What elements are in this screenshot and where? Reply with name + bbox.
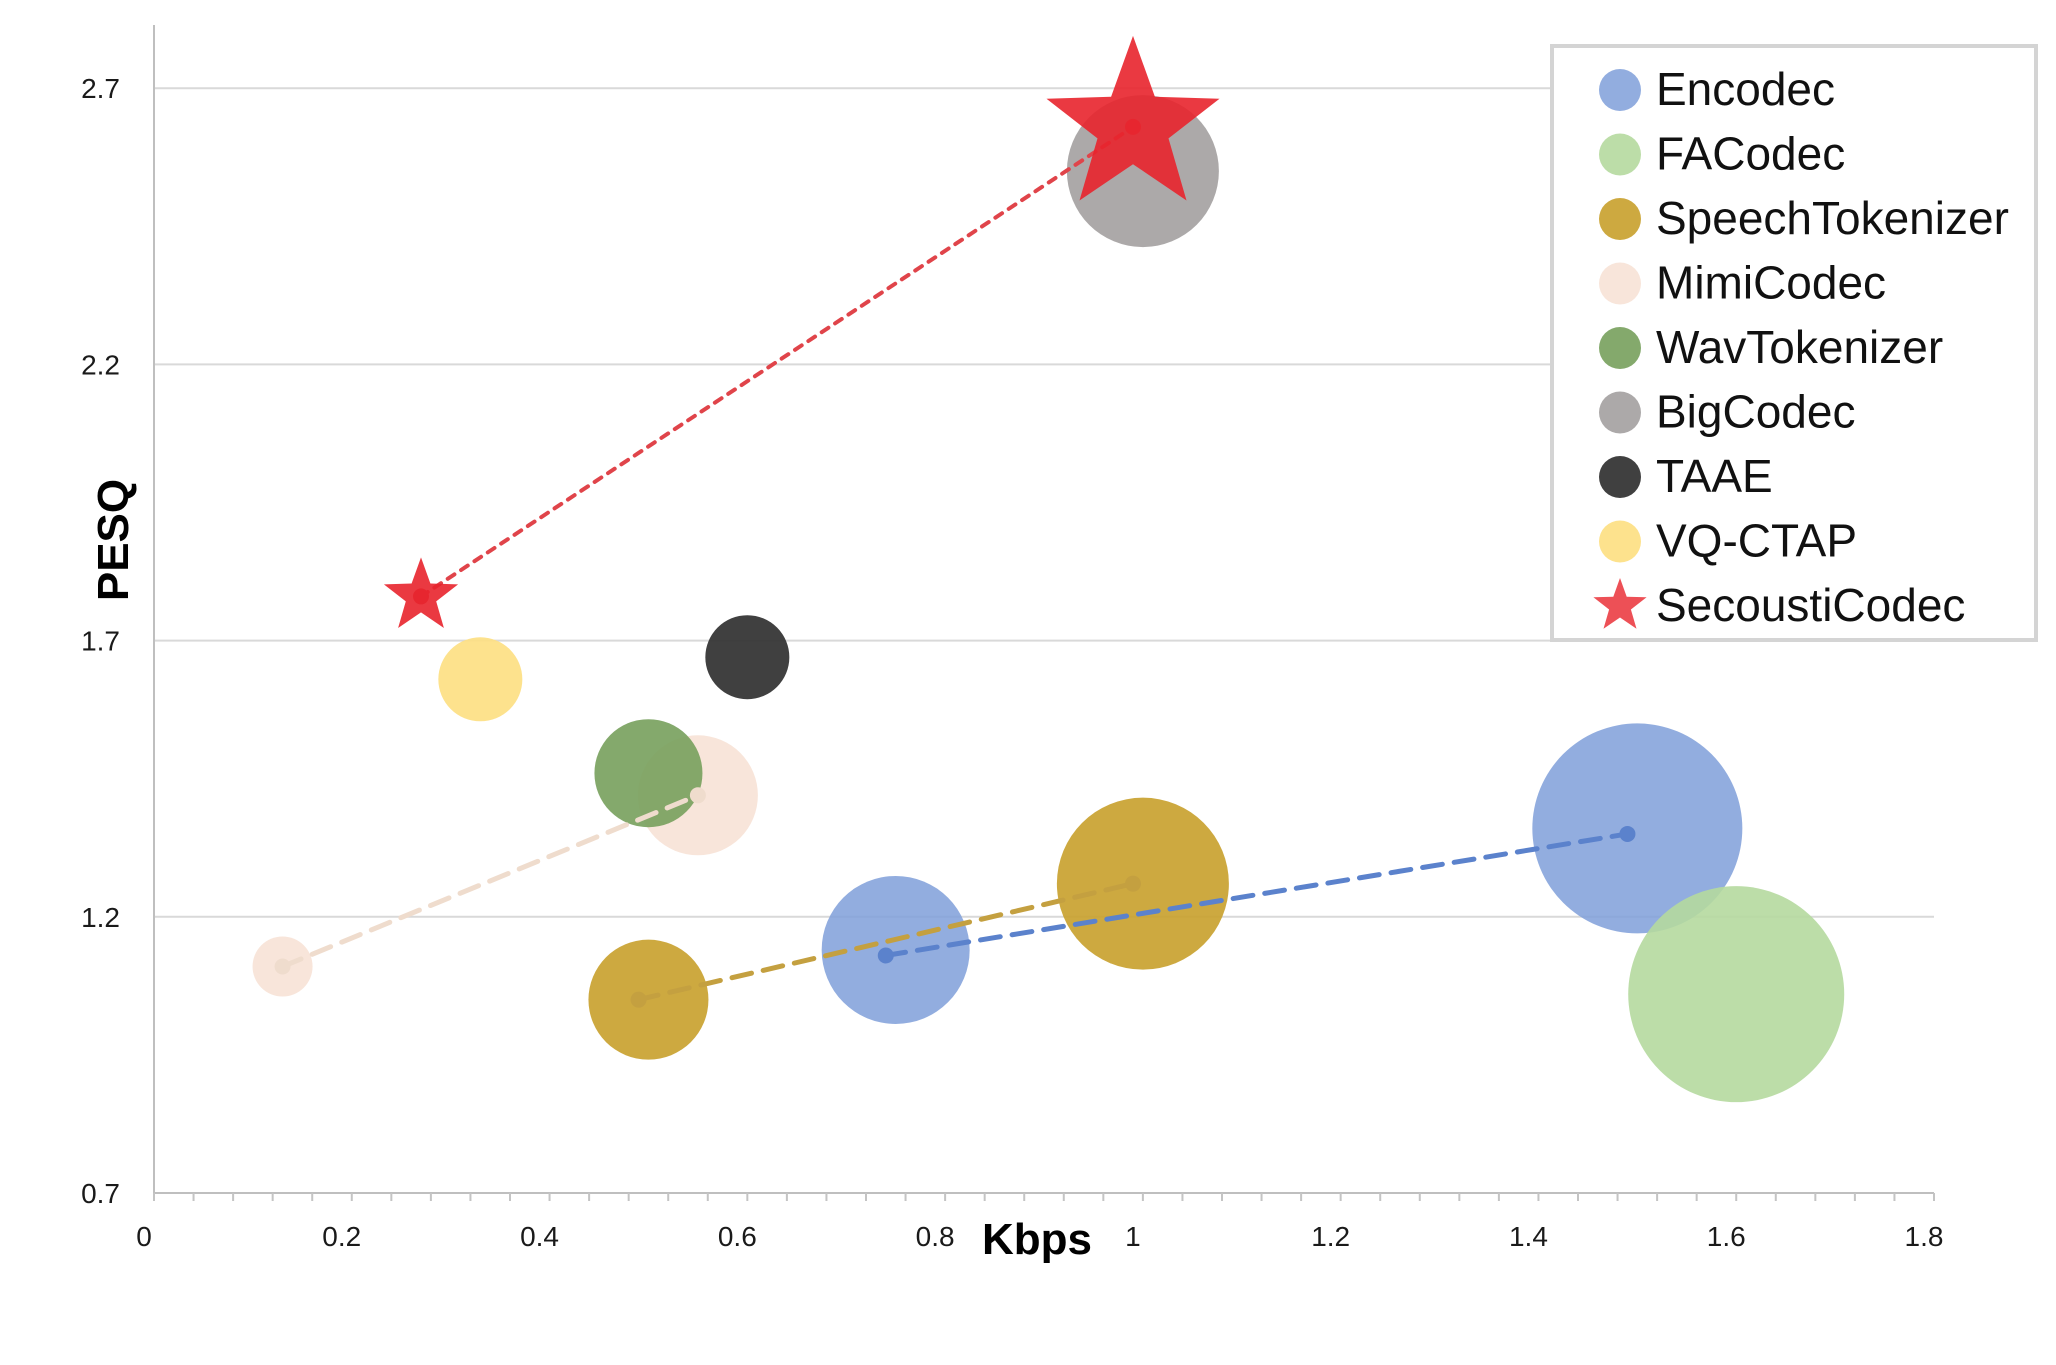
legend-label-encodec: Encodec — [1656, 63, 1835, 115]
axes — [153, 25, 1935, 1201]
x-tick-label-8: 1.6 — [1707, 1221, 1746, 1252]
legend-label-facodec: FACodec — [1656, 128, 1845, 180]
legend-label-mimicodec: MimiCodec — [1656, 257, 1886, 309]
trend-point-speechtokenizer-0 — [630, 991, 647, 1008]
trend-point-encodec-1 — [1619, 825, 1636, 842]
legend: Encodec FACodec SpeechTokenizer MimiCodec Wa… — [1550, 44, 2038, 642]
x-tick-label-9: 1.8 — [1905, 1221, 1944, 1252]
star-secousticodec-1 — [1046, 35, 1220, 201]
x-tick-label-3: 0.6 — [718, 1221, 757, 1252]
trend-point-speechtokenizer-1 — [1125, 875, 1141, 892]
trend-lines — [274, 118, 1636, 1008]
x-tick-label-4: 0.8 — [916, 1221, 955, 1252]
x-tick-label-7: 1.4 — [1509, 1221, 1548, 1252]
trend-line-secousticodec — [419, 124, 1135, 599]
legend-label-speechtokenizer: SpeechTokenizer — [1656, 192, 2009, 244]
bubble-facodec-0 — [1628, 886, 1845, 1103]
legend-label-secousticodec: SecoustiCodec — [1656, 579, 1965, 631]
legend-items: Encodec FACodec SpeechTokenizer MimiCodec Wa… — [1593, 63, 2009, 631]
x-tick-label-1: 0.2 — [322, 1221, 361, 1252]
bubble-speechtokenizer-1 — [1056, 797, 1229, 970]
y-tick-label-1: 1.2 — [81, 902, 120, 933]
bubble-vq-ctap-0 — [438, 637, 523, 722]
legend-marker-vq-ctap — [1599, 520, 1641, 563]
x-tick-label-6: 1.2 — [1311, 1221, 1350, 1252]
trend-point-mimicodec-0 — [274, 958, 291, 975]
x-tick-label-2: 0.4 — [520, 1221, 559, 1252]
trend-line-encodec — [883, 831, 1630, 958]
legend-marker-wavtokenizer — [1599, 327, 1641, 369]
y-tick-label-4: 2.7 — [81, 73, 120, 104]
trend-point-mimicodec-1 — [689, 787, 706, 804]
legend-marker-facodec — [1599, 133, 1641, 176]
legend-label-bigcodec: BigCodec — [1656, 386, 1855, 438]
legend-label-wavtokenizer: WavTokenizer — [1656, 321, 1943, 373]
x-tick-label-0: 0 — [136, 1221, 152, 1252]
bubble-encodec-1 — [1532, 723, 1743, 934]
legend-marker-bigcodec — [1599, 391, 1641, 434]
x-axis-title: Kbps — [982, 1215, 1092, 1264]
trend-line-mimicodec — [280, 792, 701, 970]
y-tick-label-0: 0.7 — [81, 1178, 120, 1209]
bubbles — [252, 95, 1845, 1103]
y-axis-title: PESQ — [89, 479, 138, 601]
bubble-encodec-0 — [821, 875, 970, 1024]
y-tick-label-2: 1.7 — [81, 626, 120, 657]
y-tick-label-3: 2.2 — [81, 349, 120, 380]
x-tick-label-5: 1 — [1125, 1221, 1141, 1252]
bubble-wavtokenizer-0 — [594, 719, 703, 828]
legend-marker-mimicodec — [1599, 262, 1641, 305]
legend-marker-speechtokenizer — [1599, 198, 1641, 240]
bubble-taae-0 — [705, 615, 790, 700]
trend-line-speechtokenizer — [636, 881, 1136, 1003]
legend-marker-secousticodec — [1593, 578, 1647, 629]
legend-label-vq-ctap: VQ-CTAP — [1656, 515, 1857, 567]
legend-marker-encodec — [1599, 69, 1641, 111]
tick-labels: 0.7 1.2 1.7 2.2 2.7 0 0.2 0.4 0.6 0.8 1 1.2 1.4 1.6 1.… — [81, 73, 1943, 1252]
star-secousticodec-0 — [383, 557, 459, 628]
legend-marker-taae — [1599, 456, 1641, 498]
star-markers — [383, 35, 1220, 628]
legend-label-taae: TAAE — [1656, 450, 1773, 502]
trend-point-encodec-0 — [877, 947, 894, 964]
